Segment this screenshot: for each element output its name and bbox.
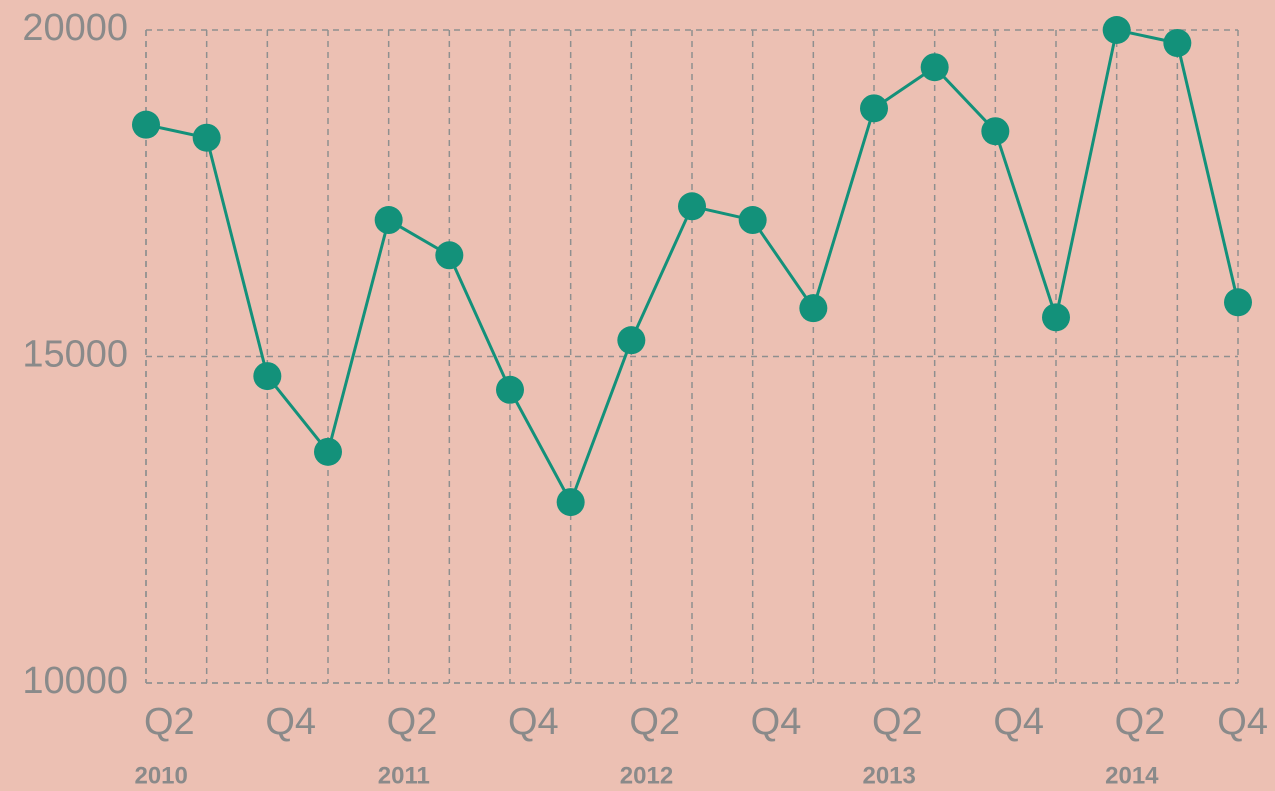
point xyxy=(556,488,585,517)
x-tick-label: Q2 xyxy=(1115,701,1166,743)
y-tick-label: 15000 xyxy=(22,334,128,376)
x-tick-label: Q2 xyxy=(872,701,923,743)
point xyxy=(920,53,949,82)
x-group-label: 2013 xyxy=(862,762,915,789)
point xyxy=(496,375,524,404)
x-group-label: 2012 xyxy=(620,762,673,789)
point xyxy=(1102,16,1131,44)
point xyxy=(1042,303,1070,332)
x-group-label: 2010 xyxy=(134,762,187,789)
point xyxy=(435,241,464,270)
y-tick-label: 10000 xyxy=(22,660,128,702)
x-tick-label: Q2 xyxy=(387,701,438,743)
x-tick-label: Q4 xyxy=(993,701,1044,743)
point xyxy=(192,123,221,152)
x-tick-label: Q4 xyxy=(265,701,316,743)
x-tick-label: Q4 xyxy=(508,701,559,743)
point xyxy=(253,362,282,391)
point xyxy=(678,192,706,221)
point xyxy=(314,437,342,466)
point xyxy=(1224,288,1252,317)
y-tick-label: 20000 xyxy=(22,7,128,49)
point xyxy=(132,110,160,139)
x-group-label: 2014 xyxy=(1105,762,1159,789)
point xyxy=(981,117,1010,146)
point xyxy=(799,294,828,323)
point xyxy=(1163,29,1192,58)
x-tick-label: Q2 xyxy=(629,701,680,743)
x-tick-label: Q4 xyxy=(1217,701,1268,743)
x-group-label: 2011 xyxy=(378,762,430,789)
x-tick-label: Q2 xyxy=(144,701,195,743)
point xyxy=(738,206,767,235)
x-tick-label: Q4 xyxy=(751,701,802,743)
point xyxy=(374,206,403,235)
point xyxy=(617,326,646,355)
point xyxy=(860,94,888,123)
